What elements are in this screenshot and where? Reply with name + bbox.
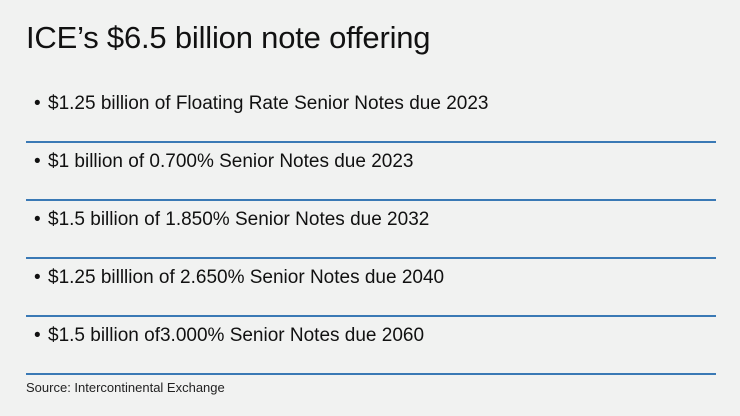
bullet-icon: • <box>34 325 41 346</box>
bullet-icon: • <box>34 267 41 288</box>
list-item-text: • $1 billion of 0.700% Senior Notes due 2… <box>34 151 413 173</box>
list-item: • $1.25 billion of Floating Rate Senior N… <box>26 87 716 143</box>
list-item: • $1 billion of 0.700% Senior Notes due 2… <box>26 145 716 201</box>
bullet-icon: • <box>34 93 41 114</box>
note-list: • $1.25 billion of Floating Rate Senior N… <box>26 87 716 377</box>
list-item: • $1.5 billion of3.000% Senior Notes due … <box>26 319 716 375</box>
list-item-label: $1.5 billion of3.000% Senior Notes due 2… <box>48 325 425 346</box>
list-item-label: $1.5 billion of 1.850% Senior Notes due … <box>48 209 430 230</box>
list-item-text: • $1.5 billion of 1.850% Senior Notes due… <box>34 209 429 231</box>
list-item-label: $1.25 billlion of 2.650% Senior Notes du… <box>48 267 445 288</box>
list-item: • $1.5 billion of 1.850% Senior Notes due… <box>26 203 716 259</box>
source-note: Source: Intercontinental Exchange <box>26 380 225 395</box>
list-item-text: • $1.25 billlion of 2.650% Senior Notes d… <box>34 267 444 289</box>
list-item: • $1.25 billlion of 2.650% Senior Notes d… <box>26 261 716 317</box>
list-item-label: $1 billion of 0.700% Senior Notes due 20… <box>48 151 414 172</box>
list-item-text: • $1.5 billion of3.000% Senior Notes due … <box>34 325 424 347</box>
page-title: ICE’s $6.5 billion note offering <box>26 20 431 55</box>
bullet-icon: • <box>34 151 41 172</box>
bullet-icon: • <box>34 209 41 230</box>
list-item-label: $1.25 billion of Floating Rate Senior No… <box>48 93 489 114</box>
list-item-text: • $1.25 billion of Floating Rate Senior N… <box>34 93 488 115</box>
